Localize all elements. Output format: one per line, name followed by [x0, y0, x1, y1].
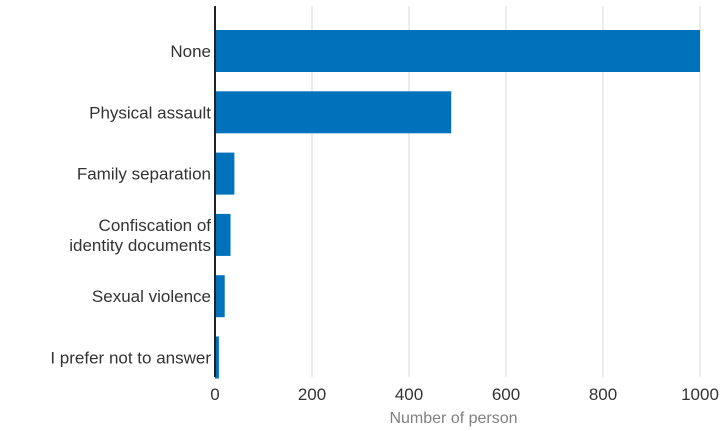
category-label: I prefer not to answer	[50, 349, 211, 368]
x-tick-label: 400	[395, 385, 423, 404]
category-label-line: Family separation	[77, 165, 211, 184]
x-tick-label: 0	[210, 385, 219, 404]
category-label-line: identity documents	[69, 236, 211, 255]
bar	[215, 336, 219, 379]
bar	[215, 275, 225, 318]
bar	[215, 30, 700, 72]
category-label-line: Confiscation of	[99, 216, 212, 235]
category-labels: None Physical assault Family separation Con…	[50, 42, 211, 368]
category-label-line: Physical assault	[89, 103, 211, 122]
category-label: Family separation	[77, 165, 211, 184]
x-tick-labels: 0 200 400 600 800 1000	[210, 385, 719, 404]
bar	[215, 91, 452, 134]
category-label: Physical assault	[89, 103, 211, 122]
category-label-line: None	[170, 42, 211, 61]
category-label: None	[170, 42, 211, 61]
category-label-line: Sexual violence	[92, 287, 211, 306]
bar	[215, 152, 235, 195]
x-axis-title: Number of person	[389, 410, 517, 427]
category-label: Sexual violence	[92, 287, 211, 306]
x-tick-label: 600	[492, 385, 520, 404]
x-tick-label: 1000	[681, 385, 719, 404]
bar	[215, 213, 231, 256]
x-tick-label: 800	[589, 385, 617, 404]
x-tick-label: 200	[298, 385, 326, 404]
bars	[215, 30, 700, 379]
category-label-line: I prefer not to answer	[50, 349, 211, 368]
category-label: Confiscation of identity documents	[69, 216, 211, 255]
